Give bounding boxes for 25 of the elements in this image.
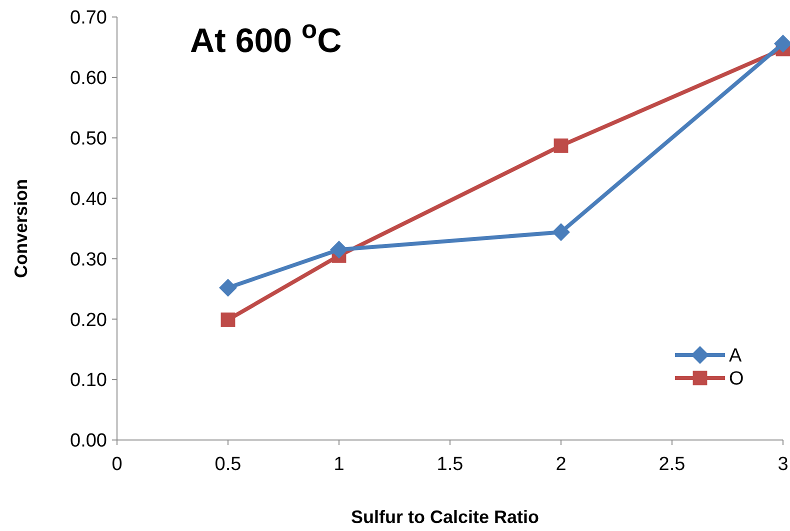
y-tick-label: 0.60: [70, 68, 107, 90]
point: [552, 223, 570, 242]
x-tick-label: 0.5: [214, 454, 242, 475]
y-axis-title: Conversion: [11, 178, 31, 278]
legend-label: A: [729, 346, 742, 367]
y-tick-label: 0.70: [70, 8, 107, 29]
y-tick-label: 0.50: [70, 128, 107, 150]
legend-label: O: [729, 368, 744, 390]
y-tick-label: 0.00: [70, 430, 107, 452]
y-tick-label: 0.20: [70, 310, 107, 331]
x-axis-title: Sulfur to Calcite Ratio: [350, 507, 540, 527]
y-tick-label: 0.10: [70, 370, 107, 392]
point: [219, 278, 237, 297]
y-tick-label: 0.30: [70, 249, 107, 270]
point: [220, 312, 236, 327]
point: [554, 138, 568, 153]
x-tick-label: 1.5: [436, 454, 464, 475]
x-tick-label: 1: [334, 454, 344, 475]
point: [330, 240, 348, 259]
y-tick-label: 0.40: [70, 188, 107, 210]
x-tick-label: 2: [556, 454, 566, 475]
x-tick-label: 0: [112, 454, 122, 475]
x-tick-label: 3: [778, 454, 788, 475]
x-tick-label: 2.5: [658, 454, 686, 475]
chart-title: At 600 $^{o}$C: [190, 16, 342, 60]
